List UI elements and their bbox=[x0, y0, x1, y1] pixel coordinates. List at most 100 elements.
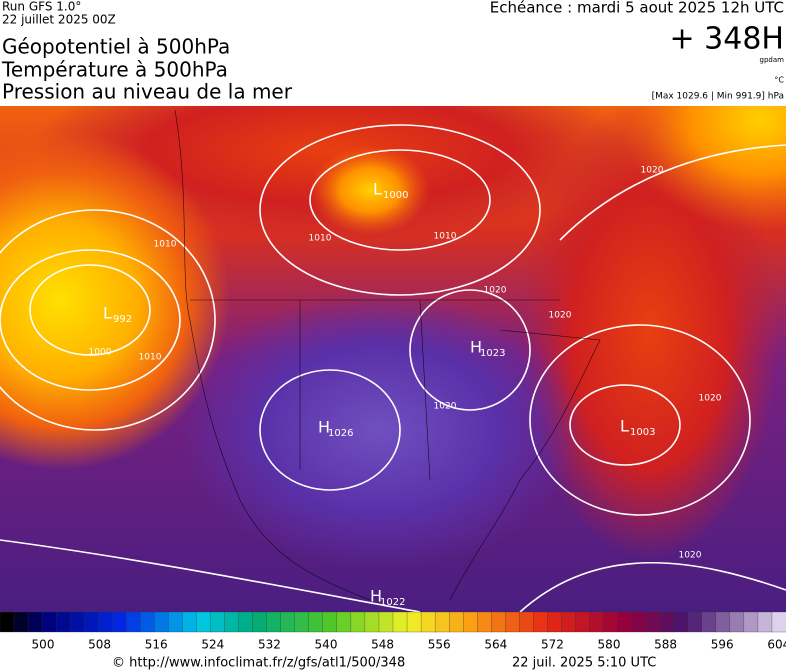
colorbar-swatch bbox=[603, 611, 619, 633]
colorbar-swatch bbox=[406, 611, 422, 633]
isobars bbox=[0, 124, 786, 612]
map bbox=[0, 106, 786, 612]
colorbar-swatch bbox=[280, 611, 296, 633]
echeance: Echéance : mardi 5 aout 2025 12h UTC bbox=[490, 0, 784, 17]
colorbar-swatch bbox=[547, 611, 563, 633]
colorbar-swatch bbox=[434, 611, 450, 633]
isobar-label: 1010 bbox=[309, 234, 332, 244]
colorbar-swatch bbox=[84, 611, 99, 633]
colorbar-label: 508 bbox=[88, 638, 111, 652]
colorbar-swatch bbox=[98, 611, 113, 633]
colorbar-swatch bbox=[673, 611, 689, 633]
colorbar-swatch bbox=[729, 611, 745, 633]
title: Température à 500hPa bbox=[1, 58, 228, 82]
colorbar-swatch bbox=[448, 611, 464, 633]
colorbar-label: 588 bbox=[654, 638, 677, 652]
pressure-center-value: 1022 bbox=[380, 597, 405, 608]
colorbar-swatch bbox=[322, 611, 338, 633]
pressure-center-type: L bbox=[103, 304, 112, 323]
isobar-label: 1000 bbox=[89, 348, 112, 358]
colorbar-swatch bbox=[210, 611, 226, 633]
colorbar-swatch bbox=[617, 611, 633, 633]
colorbar-swatch bbox=[126, 611, 142, 633]
colorbar-swatch bbox=[659, 611, 675, 633]
pressure-center-type: L bbox=[373, 180, 382, 199]
colorbar-swatch bbox=[238, 611, 254, 633]
pressure-center-type: H bbox=[370, 587, 382, 606]
colorbar-label: 604 bbox=[767, 638, 786, 652]
colorbar-swatch bbox=[757, 611, 773, 633]
colorbar-swatch bbox=[463, 611, 478, 633]
colorbar-label: 524 bbox=[201, 638, 224, 652]
colorbar-swatch bbox=[687, 611, 703, 633]
pressure-center-value: 992 bbox=[113, 314, 132, 325]
colorbar-swatch bbox=[392, 611, 408, 633]
colorbar-swatch bbox=[336, 611, 352, 633]
cold-area bbox=[180, 290, 580, 570]
colorbar-swatch bbox=[575, 611, 591, 633]
colorbar-swatch bbox=[112, 611, 127, 633]
run-label: Run GFS 1.0° bbox=[2, 0, 81, 14]
run-date: 22 juillet 2025 00Z bbox=[2, 13, 116, 27]
coastlines bbox=[174, 109, 601, 601]
colorbar-label: 572 bbox=[541, 638, 564, 652]
colorbar-swatch bbox=[701, 611, 717, 633]
isobar-label: 1010 bbox=[434, 232, 457, 242]
isobar-label: 1010 bbox=[139, 353, 162, 363]
colorbar-swatch bbox=[561, 611, 577, 633]
warm-area bbox=[620, 106, 786, 230]
lead-time: + 348H bbox=[670, 22, 785, 57]
colorbar-swatch bbox=[364, 611, 380, 633]
colorbar-swatch bbox=[294, 611, 310, 633]
colorbar-label: 540 bbox=[315, 638, 338, 652]
pressure-center-type: H bbox=[318, 418, 330, 437]
title: Géopotentiel à 500hPa bbox=[2, 35, 230, 59]
colorbar-label: 596 bbox=[711, 638, 734, 652]
colorbar-swatch bbox=[491, 611, 506, 633]
colorbar-swatch bbox=[154, 611, 170, 633]
colorbar-swatch bbox=[13, 611, 29, 633]
pressure-center-value: 1023 bbox=[480, 348, 505, 359]
colorbar-swatch bbox=[266, 611, 282, 633]
colorbar-swatch bbox=[27, 611, 43, 633]
colorbar-swatch bbox=[645, 611, 661, 633]
colorbar-swatch bbox=[589, 611, 605, 633]
colorbar-label: 532 bbox=[258, 638, 281, 652]
pressure-center-type: L bbox=[620, 417, 629, 436]
colorbar-swatch bbox=[771, 611, 786, 633]
colorbar-swatch bbox=[743, 611, 759, 633]
colorbar-swatch bbox=[70, 611, 85, 633]
colorbar-label: 564 bbox=[484, 638, 507, 652]
colorbar-swatch bbox=[519, 611, 535, 633]
isobar-label: 1020 bbox=[699, 394, 722, 404]
pressure-center-value: 1000 bbox=[383, 190, 408, 201]
isobar-label: 1020 bbox=[434, 402, 457, 412]
warm-area bbox=[310, 145, 430, 235]
colorbar-swatch bbox=[196, 611, 212, 633]
isobar-label: 1010 bbox=[154, 240, 177, 250]
colorbar-swatch bbox=[715, 611, 731, 633]
colorbar-swatch bbox=[252, 611, 268, 633]
isobar-label: 1020 bbox=[641, 166, 664, 176]
colorbar-swatch bbox=[41, 611, 57, 633]
colorbar-swatch bbox=[477, 611, 492, 633]
colorbar-swatch bbox=[350, 611, 366, 633]
colorbar-swatch bbox=[168, 611, 184, 633]
unit: °C bbox=[774, 76, 784, 85]
pressure-range: [Max 1029.6 | Min 991.9] hPa bbox=[652, 92, 784, 102]
unit: gpdam bbox=[760, 56, 785, 64]
colorbar-swatch bbox=[0, 611, 15, 633]
colorbar-swatch bbox=[378, 611, 394, 633]
colorbar-label: 580 bbox=[598, 638, 621, 652]
pressure-center-value: 1026 bbox=[328, 428, 353, 439]
colorbar-swatch bbox=[308, 611, 324, 633]
footer-timestamp: 22 juil. 2025 5:10 UTC bbox=[512, 656, 656, 671]
colorbar-swatch bbox=[420, 611, 436, 633]
colorbar-swatch bbox=[631, 611, 647, 633]
colorbar-swatch bbox=[533, 611, 549, 633]
colorbar-swatch bbox=[55, 611, 71, 633]
colorbar-label: 548 bbox=[371, 638, 394, 652]
colorbar-label: 500 bbox=[32, 638, 55, 652]
